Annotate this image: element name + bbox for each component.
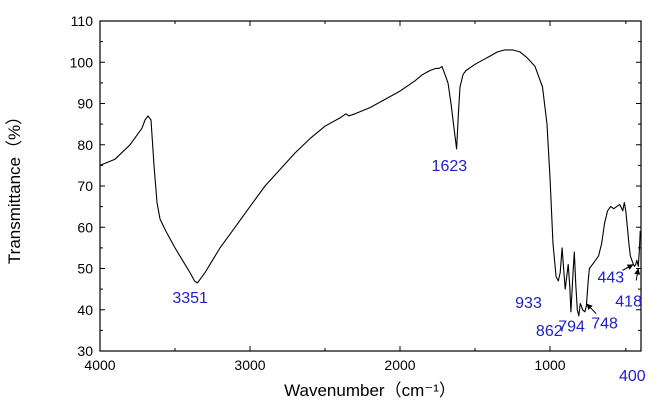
x-tick-label: 1000: [534, 357, 565, 373]
peak-label-3351: 3351: [172, 290, 208, 307]
peak-label-933: 933: [515, 295, 542, 312]
y-axis-title: Transmittance（%）: [5, 108, 24, 264]
peak-label-748: 748: [591, 316, 618, 333]
peak-label-1623: 1623: [432, 158, 468, 175]
x-tick-label: 2000: [384, 357, 415, 373]
peak-label-862: 862: [536, 323, 563, 340]
arrow-443-icon: [622, 263, 634, 271]
y-tick-label: 110: [71, 13, 94, 29]
y-axis: 30 40 50 60 70 80 90 100 110: [70, 13, 641, 359]
peak-label-418: 418: [615, 293, 642, 310]
peak-label-400: 400: [619, 368, 646, 385]
transmittance-curve: [99, 49, 642, 317]
y-tick-label: 100: [70, 54, 94, 70]
x-tick-label: 3000: [234, 357, 265, 373]
x-axis: 4000 3000 2000 1000: [84, 21, 642, 373]
peak-label-794: 794: [558, 319, 585, 336]
peak-arrows: [586, 263, 641, 314]
x-axis-title: Wavenumber（cm⁻¹）: [284, 381, 456, 400]
arrow-418-icon: [634, 268, 641, 281]
peak-label-443: 443: [597, 269, 624, 286]
x-tick-label: 4000: [84, 357, 115, 373]
y-tick-label: 70: [77, 178, 93, 194]
arrow-748-icon: [586, 303, 597, 314]
y-tick-label: 40: [77, 302, 93, 318]
y-tick-label: 50: [77, 261, 93, 277]
y-tick-label: 60: [77, 219, 93, 235]
y-tick-label: 80: [77, 137, 93, 153]
y-tick-label: 90: [77, 96, 93, 112]
y-tick-label: 30: [77, 343, 93, 359]
